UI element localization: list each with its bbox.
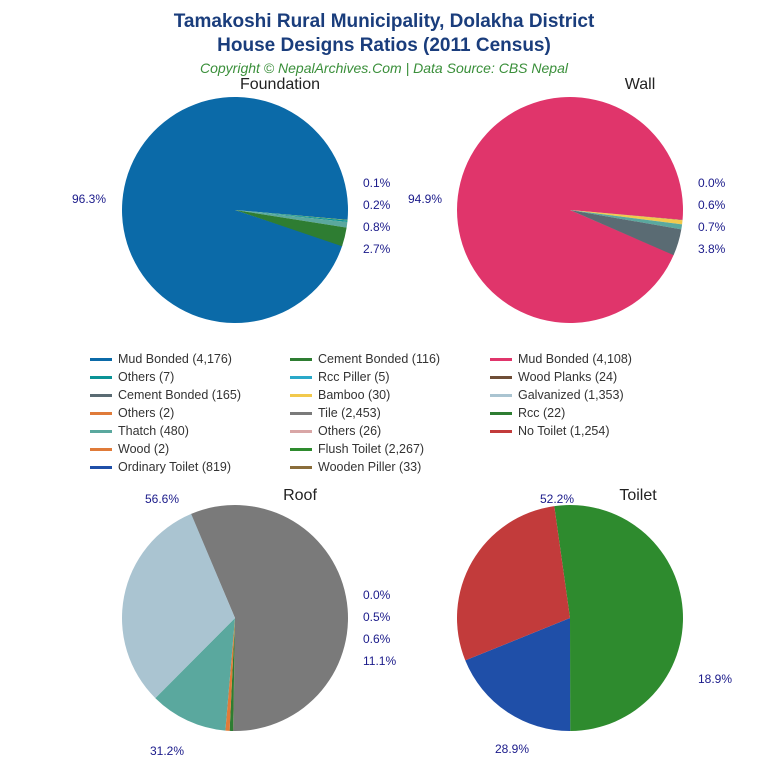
legend-label: Mud Bonded (4,176) [118,352,232,366]
legend-item: Rcc Piller (5) [290,368,490,386]
foundation-pct-label: 96.3% [72,192,106,206]
legend-swatch [90,394,112,397]
legend-label: Cement Bonded (165) [118,388,241,402]
legend-swatch [290,376,312,379]
legend-swatch [490,412,512,415]
wall-chart-title: Wall [540,76,740,94]
wall-pct-label: 3.8% [698,242,725,256]
legend-item: Others (26) [290,422,490,440]
wall-pct-label: 94.9% [408,192,442,206]
legend-label: Thatch (480) [118,424,189,438]
toilet-pct-label: 52.2% [540,492,574,506]
chart-subtitle: Copyright © NepalArchives.Com | Data Sou… [0,60,768,76]
title-line1: Tamakoshi Rural Municipality, Dolakha Di… [174,11,595,32]
legend-label: Galvanized (1,353) [518,388,624,402]
legend-swatch [290,430,312,433]
legend-label: Wood Planks (24) [518,370,617,384]
wall-pct-label: 0.7% [698,220,725,234]
legend-swatch [490,430,512,433]
legend-label: Wooden Piller (33) [318,460,421,474]
legend-label: Ordinary Toilet (819) [118,460,231,474]
legend-label: Others (2) [118,406,174,420]
legend-item: Others (2) [90,404,290,422]
toilet-pct-label: 18.9% [698,672,732,686]
foundation-chart-title: Foundation [180,76,380,94]
toilet-pie [455,503,685,733]
legend-label: No Toilet (1,254) [518,424,610,438]
legend-swatch [490,358,512,361]
legend-label: Others (26) [318,424,381,438]
legend-item: Galvanized (1,353) [490,386,690,404]
legend-label: Mud Bonded (4,108) [518,352,632,366]
legend-swatch [90,412,112,415]
legend-swatch [90,466,112,469]
roof-pct-label: 0.0% [363,588,390,602]
wall-pie [455,95,685,325]
wall-pct-label: 0.6% [698,198,725,212]
legend-item: Wood (2) [90,440,290,458]
legend-item: Bamboo (30) [290,386,490,404]
legend-label: Bamboo (30) [318,388,390,402]
chart-title: Tamakoshi Rural Municipality, Dolakha Di… [0,0,768,58]
legend-label: Flush Toilet (2,267) [318,442,424,456]
foundation-pct-label: 0.8% [363,220,390,234]
legend-item: Flush Toilet (2,267) [290,440,490,458]
toilet-slice [554,505,683,731]
title-line2: House Designs Ratios (2011 Census) [217,35,551,56]
legend-swatch [290,412,312,415]
legend-label: Rcc Piller (5) [318,370,390,384]
roof-pct-label: 0.5% [363,610,390,624]
roof-pct-label: 0.6% [363,632,390,646]
legend-label: Others (7) [118,370,174,384]
roof-pct-label: 56.6% [145,492,179,506]
legend-item: Wooden Piller (33) [290,458,490,476]
legend-item: Cement Bonded (116) [290,350,490,368]
legend-item: Rcc (22) [490,404,690,422]
legend-label: Cement Bonded (116) [318,352,440,366]
legend: Mud Bonded (4,176) Others (7) Cement Bonde… [90,350,690,476]
legend-item: No Toilet (1,254) [490,422,690,440]
legend-swatch [290,466,312,469]
roof-pie [120,503,350,733]
legend-label: Tile (2,453) [318,406,381,420]
legend-item: Wood Planks (24) [490,368,690,386]
legend-item: Tile (2,453) [290,404,490,422]
legend-swatch [290,358,312,361]
legend-swatch [490,376,512,379]
legend-swatch [490,394,512,397]
foundation-pie [120,95,350,325]
foundation-slice [122,97,348,323]
legend-swatch [290,448,312,451]
roof-pct-label: 11.1% [363,654,396,668]
legend-item: Others (7) [90,368,290,386]
foundation-pct-label: 0.1% [363,176,390,190]
legend-item: Ordinary Toilet (819) [90,458,290,476]
legend-swatch [290,394,312,397]
foundation-pct-label: 2.7% [363,242,390,256]
toilet-pct-label: 28.9% [495,742,529,756]
legend-label: Rcc (22) [518,406,565,420]
foundation-pct-label: 0.2% [363,198,390,212]
legend-item: Cement Bonded (165) [90,386,290,404]
roof-pct-label: 31.2% [150,744,184,758]
legend-item: Mud Bonded (4,108) [490,350,690,368]
legend-swatch [90,430,112,433]
legend-swatch [90,376,112,379]
legend-swatch [90,358,112,361]
legend-item: Mud Bonded (4,176) [90,350,290,368]
wall-pct-label: 0.0% [698,176,725,190]
legend-swatch [90,448,112,451]
legend-label: Wood (2) [118,442,169,456]
legend-item: Thatch (480) [90,422,290,440]
